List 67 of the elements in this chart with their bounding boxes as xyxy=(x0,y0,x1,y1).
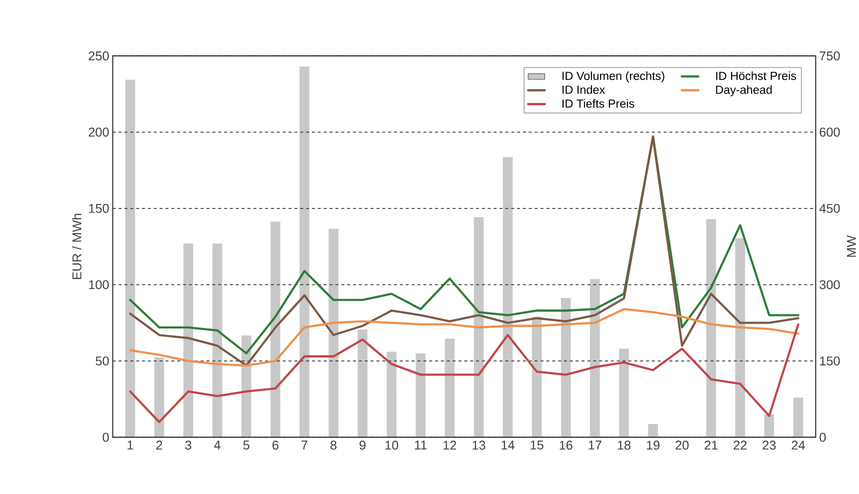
x-tick-label: 18 xyxy=(618,440,630,450)
y-tick-label: 150 xyxy=(89,204,109,213)
x-tick-label: 16 xyxy=(560,440,572,450)
x-tick-label: 1 xyxy=(128,440,134,450)
y-tick-label: 200 xyxy=(88,128,109,137)
bar xyxy=(532,316,542,438)
x-tick-label: 7 xyxy=(302,440,308,450)
bar xyxy=(619,348,629,438)
bar xyxy=(706,219,716,438)
x-tick-label: 4 xyxy=(214,440,220,450)
y2-tick-label: 600 xyxy=(820,128,840,137)
bar xyxy=(560,298,571,438)
bar xyxy=(183,243,194,438)
bar xyxy=(300,66,310,438)
y-tick-label: 50 xyxy=(96,356,109,366)
bar xyxy=(444,338,455,438)
x-tick-label: 14 xyxy=(502,440,514,450)
x-tick-label: 6 xyxy=(272,440,278,450)
bar xyxy=(212,243,222,438)
x-tick-label: 2 xyxy=(156,440,162,450)
y-tick-label: 100 xyxy=(89,280,109,290)
bar xyxy=(648,424,658,438)
y2-tick-label: 150 xyxy=(820,356,840,366)
x-tick-label: 10 xyxy=(386,440,398,450)
bar xyxy=(328,228,338,438)
legend-label: ID Volumen (rechts) xyxy=(562,71,664,82)
bar xyxy=(735,238,746,438)
y-tick-label: 0 xyxy=(102,432,109,442)
x-tick-label: 23 xyxy=(762,440,776,450)
legend-label: ID Höchst Preis xyxy=(716,71,796,80)
y2-axis-title: MW xyxy=(847,235,856,257)
y2-tick-label: 300 xyxy=(820,280,840,290)
bar xyxy=(154,357,164,438)
y-tick-label: 250 xyxy=(88,51,109,60)
bar xyxy=(358,329,368,438)
legend-label: ID Tiefts Preis xyxy=(562,99,634,108)
bar xyxy=(590,279,600,438)
legend-label: ID Index xyxy=(562,85,605,94)
y2-tick-label: 0 xyxy=(820,432,826,442)
x-tick-label: 5 xyxy=(243,440,250,450)
x-tick-label: 9 xyxy=(360,440,366,450)
legend-label: Day-ahead xyxy=(716,85,772,96)
x-tick-label: 12 xyxy=(444,440,456,450)
bar xyxy=(764,414,774,438)
bar xyxy=(474,217,484,438)
y2-tick-label: 750 xyxy=(820,51,840,60)
x-tick-label: 22 xyxy=(734,440,747,450)
x-tick-label: 19 xyxy=(646,440,660,450)
bar xyxy=(502,157,513,438)
x-tick-label: 17 xyxy=(588,440,602,450)
bar xyxy=(793,398,804,438)
x-tick-label: 21 xyxy=(704,440,718,450)
bar xyxy=(125,80,136,438)
x-tick-label: 15 xyxy=(530,440,544,450)
bar xyxy=(241,335,252,438)
x-tick-label: 13 xyxy=(472,440,486,450)
y-axis-title: EUR / MWh xyxy=(72,214,82,279)
x-tick-label: 11 xyxy=(415,440,427,450)
line-series xyxy=(129,308,800,367)
bar xyxy=(416,353,426,438)
x-tick-label: 24 xyxy=(792,440,805,450)
x-tick-label: 3 xyxy=(185,440,192,450)
bar xyxy=(386,352,396,438)
y2-tick-label: 450 xyxy=(819,204,840,213)
x-tick-label: 20 xyxy=(676,440,689,450)
bar xyxy=(270,222,280,438)
x-tick-label: 8 xyxy=(330,440,336,450)
